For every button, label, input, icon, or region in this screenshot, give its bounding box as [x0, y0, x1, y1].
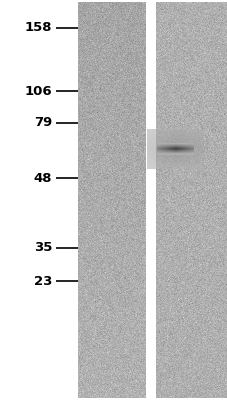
Text: 23: 23	[33, 275, 52, 288]
Text: 48: 48	[33, 172, 52, 185]
Text: 79: 79	[34, 116, 52, 129]
Text: 158: 158	[24, 21, 52, 34]
Bar	[145, 2, 155, 398]
Text: 106: 106	[24, 85, 52, 98]
Text: 35: 35	[33, 241, 52, 254]
